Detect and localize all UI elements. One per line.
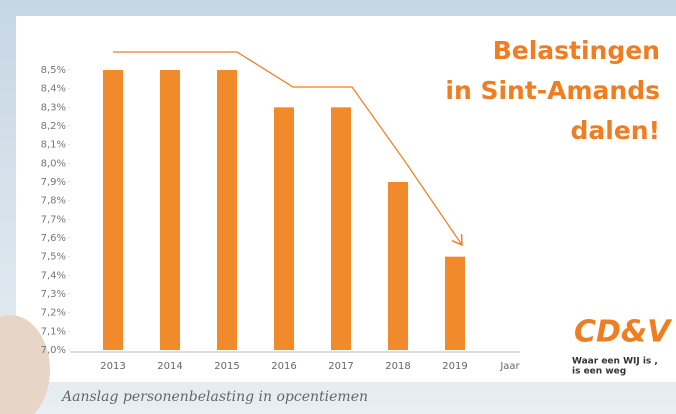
y-tick-label: 7,0%: [41, 345, 66, 356]
logo-tagline: is een weg: [572, 367, 626, 377]
logo-tagline: Waar een WIJ is ,: [572, 357, 658, 367]
y-tick-label: 7,4%: [41, 270, 66, 281]
y-tick-label: 7,5%: [41, 252, 66, 263]
caption: Aanslag personenbelasting in opcentiemen: [60, 389, 368, 405]
x-tick-label: 2017: [328, 361, 353, 372]
y-tick-label: 8,0%: [41, 158, 66, 169]
chart-title: Belastingen: [493, 36, 660, 65]
y-tick-label: 8,4%: [41, 84, 66, 95]
x-tick-label: 2014: [157, 361, 182, 372]
x-tick-label: 2019: [442, 361, 467, 372]
y-tick-label: 8,1%: [41, 140, 66, 151]
logo: CD&V: [574, 315, 673, 350]
y-tick-label: 8,3%: [41, 102, 66, 113]
x-tick-label: 2015: [214, 361, 239, 372]
y-tick-label: 7,2%: [41, 308, 66, 319]
chart: Belastingen in Sint-Amands dalen! Jaar A…: [0, 0, 676, 414]
x-tick-label: 2016: [271, 361, 296, 372]
y-tick-label: 7,7%: [41, 214, 66, 225]
x-axis-label: Jaar: [499, 361, 520, 372]
y-tick-label: 8,5%: [41, 65, 66, 76]
y-tick-label: 7,9%: [41, 177, 66, 188]
y-tick-label: 7,3%: [41, 289, 66, 300]
bar: [388, 182, 408, 350]
bar: [274, 107, 294, 350]
bar: [217, 70, 237, 350]
bar: [445, 257, 465, 350]
chart-title: dalen!: [571, 116, 661, 145]
y-tick-label: 8,2%: [41, 121, 66, 132]
x-tick-label: 2013: [100, 361, 125, 372]
y-tick-label: 7,1%: [41, 326, 66, 337]
x-tick-label: 2018: [385, 361, 410, 372]
chart-title: in Sint-Amands: [445, 76, 660, 105]
y-tick-label: 7,6%: [41, 233, 66, 244]
bar: [331, 107, 351, 350]
y-tick-label: 7,8%: [41, 196, 66, 207]
bar: [160, 70, 180, 350]
bar: [103, 70, 123, 350]
